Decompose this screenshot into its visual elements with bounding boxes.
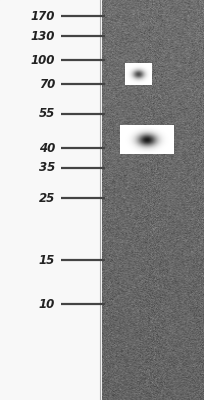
Text: 100: 100 xyxy=(31,54,55,66)
Text: 35: 35 xyxy=(39,162,55,174)
Text: 10: 10 xyxy=(39,298,55,310)
Text: 15: 15 xyxy=(39,254,55,266)
Text: 25: 25 xyxy=(39,192,55,204)
Text: 170: 170 xyxy=(31,10,55,22)
Bar xyxy=(0,0,102,400)
Text: 70: 70 xyxy=(39,78,55,90)
Text: 55: 55 xyxy=(39,108,55,120)
Text: 130: 130 xyxy=(31,30,55,42)
Text: 40: 40 xyxy=(39,142,55,154)
